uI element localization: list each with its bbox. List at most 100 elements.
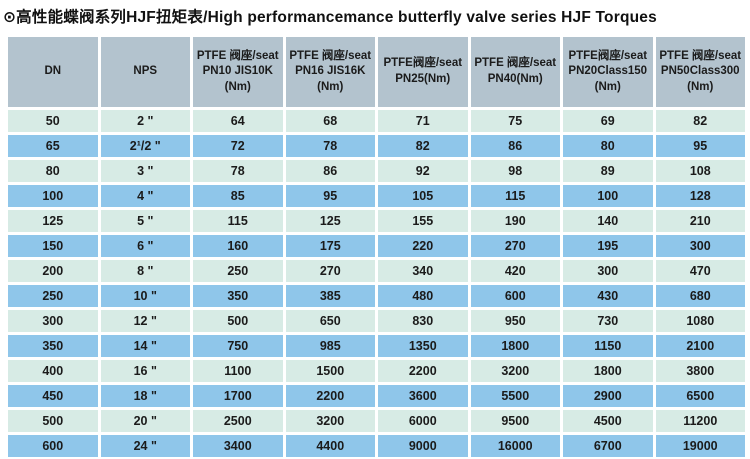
table-cell-pn16-jis16k: 2200 [285, 385, 375, 407]
table-cell-nps: 14 " [100, 335, 190, 357]
table-cell-dn: 500 [8, 410, 98, 432]
table-cell-pn25: 340 [378, 260, 468, 282]
table-cell-pn10-jis10k: 750 [193, 335, 283, 357]
table-cell-pn20-class150: 430 [563, 285, 653, 307]
table-cell-nps: 2¹/2 " [100, 135, 190, 157]
table-cell-dn: 50 [8, 110, 98, 132]
table-cell-pn25: 3600 [378, 385, 468, 407]
table-row: 300 12 " 500 650 830 950 730 1080 [8, 310, 745, 332]
table-cell-pn50-class300: 300 [655, 235, 745, 257]
table-cell-pn25: 92 [378, 160, 468, 182]
table-cell-pn16-jis16k: 1500 [285, 360, 375, 382]
table-cell-pn16-jis16k: 4400 [285, 435, 375, 457]
table-cell-pn40: 270 [470, 235, 560, 257]
table-cell-pn25: 82 [378, 135, 468, 157]
table-cell-pn20-class150: 2900 [563, 385, 653, 407]
column-header-pn20-class150: PTFE阀座/seat PN20Class150 (Nm) [563, 37, 653, 107]
table-cell-pn20-class150: 300 [563, 260, 653, 282]
table-cell-nps: 5 " [100, 210, 190, 232]
table-cell-pn10-jis10k: 85 [193, 185, 283, 207]
table-cell-pn40: 75 [470, 110, 560, 132]
table-cell-dn: 100 [8, 185, 98, 207]
table-cell-dn: 250 [8, 285, 98, 307]
table-cell-pn40: 950 [470, 310, 560, 332]
table-cell-pn20-class150: 6700 [563, 435, 653, 457]
table-cell-pn40: 1800 [470, 335, 560, 357]
table-cell-pn10-jis10k: 3400 [193, 435, 283, 457]
table-cell-pn16-jis16k: 86 [285, 160, 375, 182]
table-cell-dn: 350 [8, 335, 98, 357]
table-cell-pn10-jis10k: 2500 [193, 410, 283, 432]
table-cell-pn16-jis16k: 68 [285, 110, 375, 132]
table-cell-pn40: 9500 [470, 410, 560, 432]
table-cell-pn40: 600 [470, 285, 560, 307]
table-cell-pn20-class150: 195 [563, 235, 653, 257]
table-head: DN NPS PTFE 阀座/seat PN10 JIS10K (Nm) PTF… [8, 37, 745, 107]
table-cell-pn20-class150: 730 [563, 310, 653, 332]
table-cell-pn40: 5500 [470, 385, 560, 407]
torque-table: DN NPS PTFE 阀座/seat PN10 JIS10K (Nm) PTF… [5, 34, 748, 459]
table-cell-pn25: 220 [378, 235, 468, 257]
table-cell-pn16-jis16k: 985 [285, 335, 375, 357]
table-cell-dn: 300 [8, 310, 98, 332]
table-row: 500 20 " 2500 3200 6000 9500 4500 11200 [8, 410, 745, 432]
table-cell-nps: 4 " [100, 185, 190, 207]
table-cell-pn50-class300: 470 [655, 260, 745, 282]
table-cell-pn50-class300: 2100 [655, 335, 745, 357]
table-cell-pn25: 480 [378, 285, 468, 307]
page-title: ⊙高性能蝶阀系列HJF扭矩表/High performancemance but… [3, 9, 657, 26]
column-header-pn50-class300: PTFE 阀座/seat PN50Class300 (Nm) [655, 37, 745, 107]
table-row: 250 10 " 350 385 480 600 430 680 [8, 285, 745, 307]
table-cell-pn25: 6000 [378, 410, 468, 432]
table-row: 125 5 " 115 125 155 190 140 210 [8, 210, 745, 232]
table-cell-dn: 150 [8, 235, 98, 257]
table-cell-nps: 16 " [100, 360, 190, 382]
table-body: 50 2 " 64 68 71 75 69 82 65 2¹/2 " 72 78 82 86 80 95 80 3… [8, 110, 745, 457]
table-cell-pn10-jis10k: 64 [193, 110, 283, 132]
table-cell-pn16-jis16k: 3200 [285, 410, 375, 432]
table-cell-pn10-jis10k: 500 [193, 310, 283, 332]
table-cell-nps: 8 " [100, 260, 190, 282]
table-cell-pn40: 190 [470, 210, 560, 232]
table-cell-pn25: 2200 [378, 360, 468, 382]
column-header-pn40: PTFE 阀座/seat PN40(Nm) [470, 37, 560, 107]
table-cell-pn20-class150: 1150 [563, 335, 653, 357]
column-header-pn10-jis10k: PTFE 阀座/seat PN10 JIS10K (Nm) [193, 37, 283, 107]
table-cell-pn16-jis16k: 385 [285, 285, 375, 307]
table-cell-pn25: 9000 [378, 435, 468, 457]
table-cell-pn25: 830 [378, 310, 468, 332]
table-cell-dn: 80 [8, 160, 98, 182]
table-cell-pn20-class150: 69 [563, 110, 653, 132]
table-cell-pn40: 3200 [470, 360, 560, 382]
table-cell-pn25: 71 [378, 110, 468, 132]
table-row: 350 14 " 750 985 1350 1800 1150 2100 [8, 335, 745, 357]
table-row: 600 24 " 3400 4400 9000 16000 6700 19000 [8, 435, 745, 457]
table-row: 200 8 " 250 270 340 420 300 470 [8, 260, 745, 282]
table-cell-pn20-class150: 1800 [563, 360, 653, 382]
header-row: DN NPS PTFE 阀座/seat PN10 JIS10K (Nm) PTF… [8, 37, 745, 107]
table-cell-pn10-jis10k: 78 [193, 160, 283, 182]
table-cell-pn10-jis10k: 160 [193, 235, 283, 257]
table-cell-pn16-jis16k: 175 [285, 235, 375, 257]
table-cell-pn20-class150: 89 [563, 160, 653, 182]
table-row: 80 3 " 78 86 92 98 89 108 [8, 160, 745, 182]
table-cell-pn10-jis10k: 250 [193, 260, 283, 282]
table-cell-dn: 400 [8, 360, 98, 382]
table-cell-pn40: 86 [470, 135, 560, 157]
column-header-nps: NPS [100, 37, 190, 107]
table-cell-pn10-jis10k: 350 [193, 285, 283, 307]
table-cell-pn10-jis10k: 1100 [193, 360, 283, 382]
table-cell-pn16-jis16k: 125 [285, 210, 375, 232]
column-header-pn16-jis16k: PTFE 阀座/seat PN16 JIS16K (Nm) [285, 37, 375, 107]
table-row: 150 6 " 160 175 220 270 195 300 [8, 235, 745, 257]
table-cell-pn50-class300: 210 [655, 210, 745, 232]
table-cell-pn20-class150: 140 [563, 210, 653, 232]
table-cell-pn10-jis10k: 1700 [193, 385, 283, 407]
table-cell-pn50-class300: 680 [655, 285, 745, 307]
table-cell-pn16-jis16k: 270 [285, 260, 375, 282]
table-cell-pn10-jis10k: 115 [193, 210, 283, 232]
table-cell-nps: 24 " [100, 435, 190, 457]
table-cell-dn: 450 [8, 385, 98, 407]
table-row: 50 2 " 64 68 71 75 69 82 [8, 110, 745, 132]
